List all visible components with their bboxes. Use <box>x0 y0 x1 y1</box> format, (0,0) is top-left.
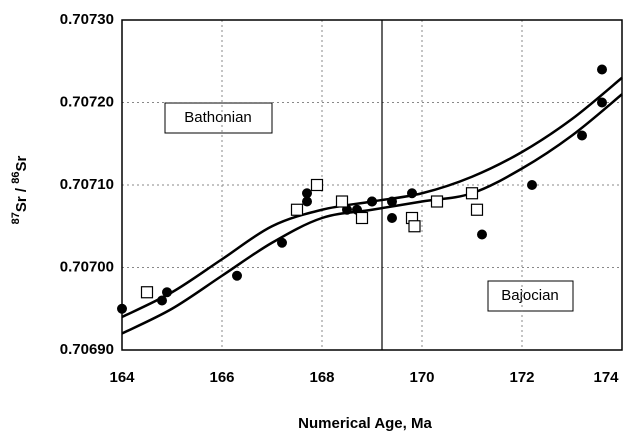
data-point <box>162 287 172 298</box>
y-tick-label: 0.70720 <box>60 93 114 110</box>
data-point <box>387 213 397 223</box>
annotation: Bajocian <box>501 287 559 304</box>
y-label-part: Sr / <box>13 184 30 212</box>
data-point <box>477 229 487 240</box>
y-tick-label: 0.70700 <box>60 258 114 275</box>
data-point <box>465 187 479 200</box>
y-label-sup: 87 <box>10 212 22 224</box>
annotation-box <box>487 280 574 312</box>
y-tick-label: 0.70690 <box>60 341 114 358</box>
y-axis-label: 87Sr / 86Sr <box>10 155 30 224</box>
data-point <box>117 303 127 314</box>
x-axis-label: Numerical Age, Ma <box>298 415 432 432</box>
data-point <box>302 188 312 199</box>
data-point <box>367 196 377 207</box>
data-point <box>527 180 537 190</box>
x-tick-label: 164 <box>109 369 135 386</box>
x-tick-label: 174 <box>593 369 619 386</box>
y-label-part: Sr <box>13 155 30 171</box>
data-point <box>407 188 417 199</box>
x-tick-label: 168 <box>309 369 334 386</box>
data-point <box>597 64 607 75</box>
data-point <box>408 220 421 233</box>
data-point <box>387 196 397 207</box>
x-tick-label: 172 <box>509 369 534 386</box>
y-tick-label: 0.70730 <box>60 11 114 28</box>
data-point <box>157 295 167 306</box>
data-point <box>140 286 154 299</box>
y-label-sup: 86 <box>10 171 22 183</box>
annotation: Bathonian <box>184 109 252 126</box>
annotation-box <box>164 102 273 134</box>
x-tick-label: 170 <box>409 369 434 386</box>
data-point <box>335 195 349 208</box>
data-point <box>430 195 444 208</box>
x-tick-label: 166 <box>209 369 234 386</box>
data-point <box>290 203 304 216</box>
data-point <box>310 178 324 192</box>
data-point <box>355 211 369 225</box>
data-point <box>577 130 587 141</box>
data-point <box>232 270 242 281</box>
data-point <box>277 237 287 248</box>
data-point <box>597 97 607 108</box>
data-point <box>302 196 312 207</box>
y-tick-label: 0.70710 <box>60 176 114 193</box>
curve <box>121 93 623 335</box>
plot-frame <box>121 19 623 351</box>
data-point <box>470 203 484 216</box>
